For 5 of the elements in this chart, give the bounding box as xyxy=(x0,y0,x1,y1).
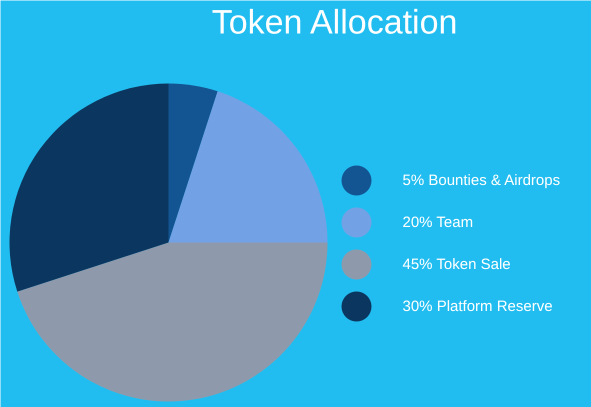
legend-label: 5% Bounties & Airdrops xyxy=(402,172,560,189)
legend-label: 30% Platform Reserve xyxy=(402,298,553,315)
chart-title: Token Allocation xyxy=(212,4,458,42)
legend-label: 20% Team xyxy=(402,214,474,231)
legend-label: 45% Token Sale xyxy=(402,256,511,273)
